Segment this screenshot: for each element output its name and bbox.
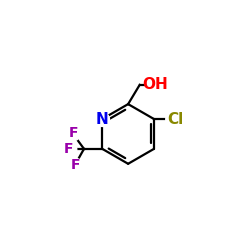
Text: N: N — [96, 112, 109, 126]
Text: F: F — [69, 126, 78, 140]
Text: Cl: Cl — [167, 112, 183, 126]
Text: F: F — [64, 142, 73, 156]
Text: F: F — [70, 158, 80, 172]
Text: OH: OH — [142, 77, 168, 92]
